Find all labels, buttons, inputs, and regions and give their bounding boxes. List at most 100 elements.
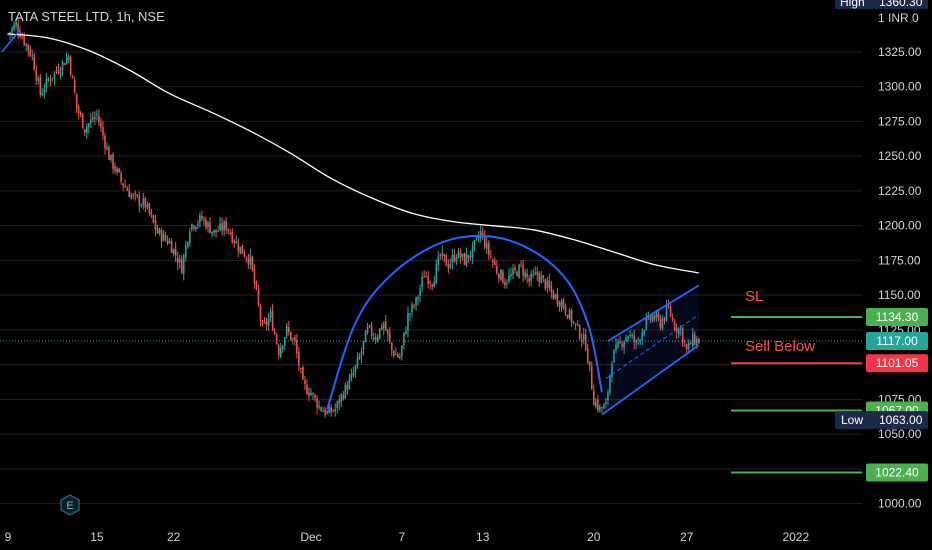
candle (496, 260, 498, 275)
candle (431, 283, 433, 291)
candle (239, 246, 242, 255)
candle-body (128, 189, 130, 197)
candle (536, 266, 539, 282)
candle-body (106, 147, 108, 150)
candle (231, 227, 234, 245)
candle (296, 333, 298, 359)
candle-body (645, 318, 648, 330)
candle (53, 71, 56, 86)
candle (318, 400, 320, 411)
candle (144, 197, 147, 213)
candle-body (225, 220, 227, 230)
candle-body (207, 222, 209, 228)
candle-body (487, 242, 490, 255)
candle (619, 335, 621, 344)
candle (399, 352, 401, 360)
candle (211, 231, 213, 237)
candle-body (437, 256, 440, 265)
candle-body (92, 117, 94, 120)
price-tag-sell-below-bg (866, 354, 928, 373)
candle-body (413, 305, 415, 307)
candle-body (223, 222, 225, 231)
candle-body (506, 283, 508, 285)
candle-body (186, 242, 189, 247)
candle (298, 346, 300, 371)
candle-body (510, 274, 512, 277)
candle (69, 55, 72, 77)
candle (203, 216, 205, 226)
candle (593, 384, 595, 406)
candle-body (380, 326, 383, 330)
candle-body (114, 166, 116, 172)
candle (601, 406, 603, 413)
price-tag-current-bg (866, 332, 928, 351)
candle (255, 280, 258, 291)
candle (625, 334, 627, 343)
candle (380, 323, 383, 331)
candle (197, 220, 199, 230)
candle-body (601, 407, 603, 409)
candle (388, 326, 391, 344)
candle-body (659, 318, 662, 328)
candle-body (528, 278, 530, 282)
candle (85, 123, 88, 140)
candle-body (386, 329, 389, 335)
moving-average-line (7, 33, 699, 274)
candle-body (534, 272, 537, 274)
candle-body (520, 263, 522, 265)
candle-body (540, 276, 543, 284)
svg-text:E: E (66, 500, 73, 512)
candle (395, 347, 397, 356)
candle (156, 224, 159, 234)
candle (150, 208, 153, 219)
candle (61, 59, 64, 77)
candle (17, 17, 19, 40)
candle (413, 303, 415, 310)
candle (568, 307, 571, 321)
candle (326, 409, 328, 415)
channel-mid-line (605, 314, 700, 380)
candle (344, 382, 347, 400)
candle-body (447, 264, 450, 269)
candle-body (590, 367, 593, 390)
candle (374, 332, 377, 344)
candle-body (108, 147, 110, 160)
candle-body (209, 222, 211, 233)
candle-body (477, 236, 480, 238)
price-tag-sell-below: 1101.05 (866, 354, 928, 373)
candle (162, 229, 165, 242)
price-tick-label: 1000.00 (878, 497, 922, 511)
candle (189, 227, 191, 247)
candle-body (90, 119, 92, 124)
candle (300, 367, 302, 374)
candle (31, 49, 34, 61)
candle (221, 217, 223, 236)
candle (574, 322, 577, 330)
candle (441, 245, 444, 261)
candle (595, 398, 597, 409)
candle-body (231, 232, 234, 243)
candle (524, 268, 526, 281)
candle-body (399, 356, 401, 359)
candle (316, 395, 318, 414)
candle-body (544, 279, 547, 289)
candle (447, 259, 450, 274)
candle-body (199, 214, 201, 223)
candle (146, 201, 149, 210)
candle (346, 380, 349, 395)
candle-body (395, 354, 397, 356)
candle-body (13, 24, 15, 30)
candle-body (265, 321, 268, 325)
candle-body (79, 112, 82, 116)
candle-body (388, 333, 391, 342)
earnings-event-icon[interactable]: E (60, 494, 80, 516)
candle (37, 75, 40, 85)
candle-body (342, 395, 345, 399)
candle (564, 303, 567, 317)
candle-body (393, 351, 395, 356)
candle (13, 21, 15, 32)
price-tag-SL-bg (866, 307, 928, 326)
candle-body (538, 273, 541, 282)
grid (0, 51, 862, 505)
